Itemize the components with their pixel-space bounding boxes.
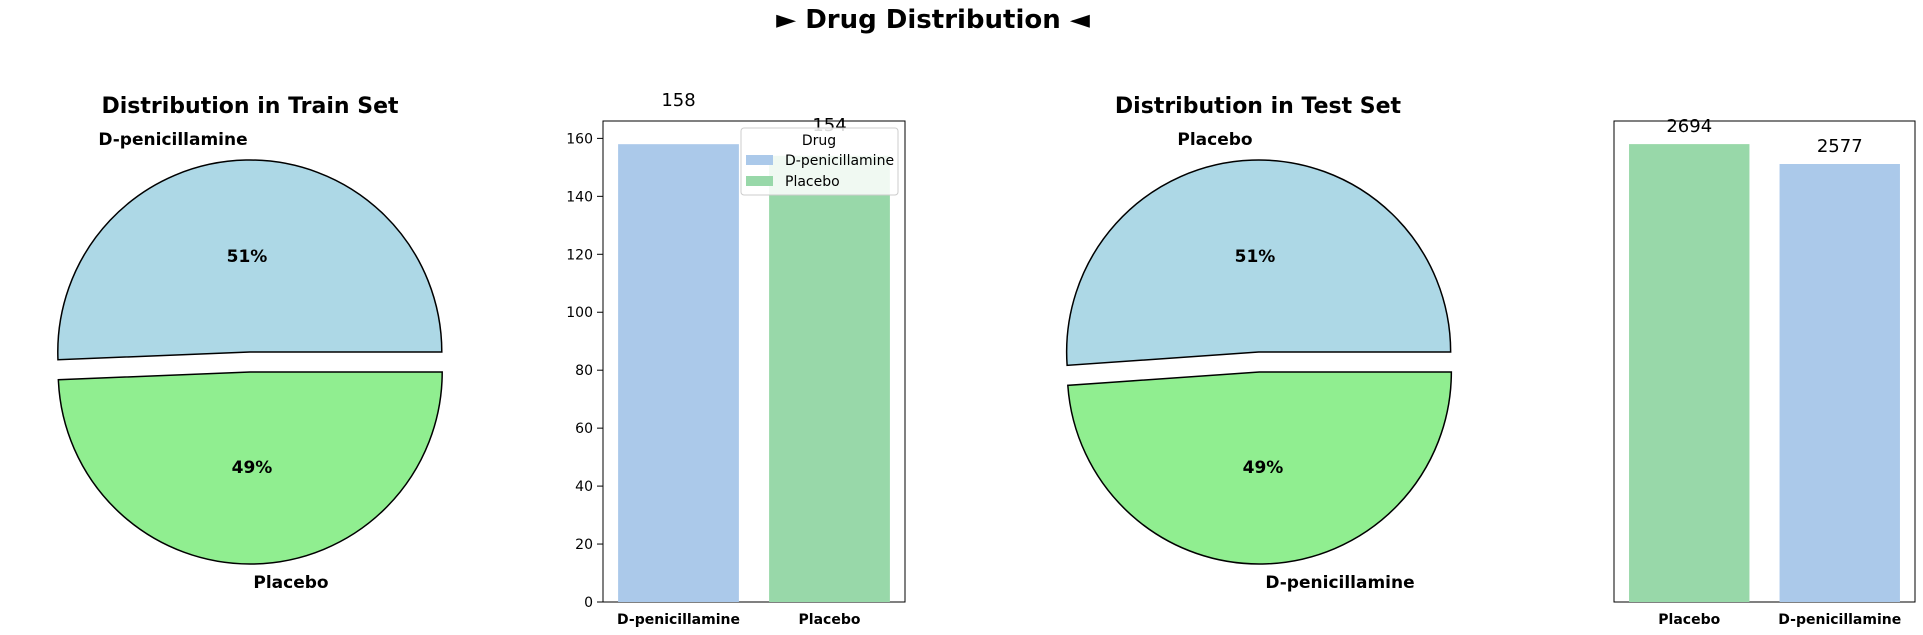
test-pie-slice-placebo [1065,159,1452,367]
y-tick-label: 40 [575,479,593,495]
test-bar-xtick-placebo: Placebo [1658,612,1720,628]
test-pie-slice-d-penicillamine [1067,371,1453,565]
test-bar-value-label-1: 2694 [1666,116,1712,137]
train-bar-placebo [769,155,890,602]
test-bar-placebo [1629,144,1750,603]
y-tick-label: 80 [575,363,593,379]
train-pie-label-d-penicillamine: D-penicillamine [98,130,247,150]
test-bar-d-penicillamine [1779,164,1900,603]
y-tick-label: 120 [566,247,593,263]
y-tick-label: 0 [584,595,593,611]
test-pie-chart: Distribution in Test Set 51% 49% Placebo… [1065,94,1453,593]
train-pie-pct-2: 49% [232,458,273,478]
train-bar-value-label-1: 158 [661,90,695,111]
test-pie-title: Distribution in Test Set [1115,94,1402,119]
train-bar-plot-frame [602,120,906,603]
legend-label-placebo: Placebo [785,174,840,190]
test-pie-label-d-penicillamine: D-penicillamine [1265,573,1414,593]
legend-box [740,127,899,196]
test-pie-label-placebo: Placebo [1177,130,1252,150]
train-bar-legend: Drug D-penicillamine Placebo [740,127,899,196]
test-pie-pct-2: 49% [1243,458,1284,478]
legend-title: Drug [802,133,836,149]
train-bar-xtick-placebo: Placebo [799,612,861,628]
legend-label-d-penicillamine: D-penicillamine [785,153,894,169]
test-bar-chart: 2694 2577 Placebo D-penicillamine [1613,116,1916,628]
train-bar-xtick-d-penicillamine: D-penicillamine [617,612,740,628]
figure-title: ► Drug Distribution ◄ [776,5,1090,35]
test-bar-plot-frame [1613,120,1916,603]
test-pie-pct-1: 51% [1235,247,1276,267]
train-bar-d-penicillamine [618,144,739,602]
train-pie-slice-placebo [57,371,443,565]
y-tick-label: 20 [575,537,593,553]
legend-swatch-d-penicillamine [746,155,773,165]
train-pie-pct-1: 51% [227,247,268,267]
train-pie-title: Distribution in Train Set [102,94,399,119]
test-bar-xtick-d-penicillamine: D-penicillamine [1778,612,1901,628]
y-tick-label: 60 [575,421,593,437]
y-tick-label: 140 [566,189,593,205]
y-tick-label: 160 [566,131,593,147]
test-bar-value-label-2: 2577 [1817,136,1863,157]
train-bar-y-axis: 0 20 40 60 80 100 120 140 160 [566,131,603,611]
train-pie-chart: Distribution in Train Set 51% 49% D-peni… [57,94,443,593]
train-pie-label-placebo: Placebo [253,573,328,593]
y-tick-label: 100 [566,305,593,321]
legend-swatch-placebo [746,176,773,186]
train-pie-slice-d-penicillamine [57,159,443,361]
